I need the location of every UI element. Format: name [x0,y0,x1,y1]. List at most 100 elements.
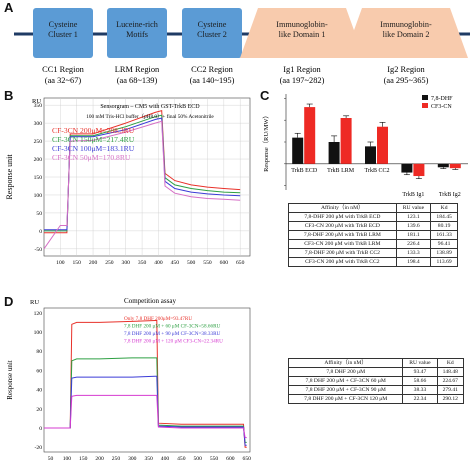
y-tick-label: 50 [36,211,42,217]
plot-area [43,307,251,453]
series-line-4 [44,394,247,439]
x-tick-label: 550 [203,260,212,266]
chart-subtitle: 100 mM Tris-HCl buffer（pH8.0）+ final 50%… [86,113,214,120]
x-tick-label: 400 [161,456,170,462]
table-cell: CF3-CN 200 μM with TrkB CC2 [288,257,397,267]
category-label: TrkB CC2 [365,168,390,174]
panel-c-affinity-table: Affinity（in nM） RU value Kd 7,8-DHF 200 … [288,203,458,267]
y-tick-label: 100 [34,193,43,199]
table-cell: 38.33 [402,385,438,395]
category-label: TrkB Ig2 [439,192,461,198]
region-label: CC1 Region [42,65,84,74]
legend-entry: 7,8 DHF 200 μM + 120 μM CF3-CN=22.34RU [124,339,223,345]
legend-entry: CF-3CN 100μM=183.1RU [52,144,135,153]
legend-entry: CF3-CN [431,104,452,110]
bar-cf3cn-trkb-ecd [304,107,316,164]
table-row: CF3-CN 200 μM with TrkB CC2 198.4 113.69 [288,257,458,267]
chart-title: Competition assay [124,297,176,305]
y-tick-label: -20 [35,445,43,451]
series-line-1 [44,320,247,448]
chart-title: Sensorgram – CM5 with GST-TrkB ECD [100,104,200,110]
table-cell: 93.47 [402,367,438,377]
legend-entry: 7,8 DHF 200 μM + 90 μM CF-3CN=38.33RU [124,331,221,337]
x-tick-label: 200 [89,260,98,266]
domain-box [182,8,242,58]
panel-c-bar-chart: Response（RU/MW） TrkB ECD TrkB LRM TrkB CC2 T… [262,94,468,198]
table-row: 7,8 DHF 200 μM + CF-3CN 120 μM 22.34 290.1… [287,394,465,404]
table-cell: 7,8 DHF 200 μM + CF-3CN 60 μM [287,376,404,386]
domain-box [33,8,93,58]
region-label: CC2 Region [191,65,233,74]
series-line-3 [44,375,247,446]
table-cell: 7,8-DHF 200 μM with TrkB ECD [288,212,397,222]
table-cell: CF3-CN 200 μM with TrkB LRM [288,239,397,249]
region-range: (aa 140~195) [190,76,235,85]
y-unit-label: RU [32,98,41,105]
legend-entry: CF-3CN 50μM=170.8RU [52,153,131,162]
table-cell: 22.34 [402,394,438,404]
domain-2: Luceine-rich Motifs [107,8,167,58]
panel-b-sensorgram: 100 150 200 250 300 350 400 450 500 550 600 650 -50 0… [5,97,251,266]
y-axis-label: Response unit [5,154,14,200]
legend-swatch [422,103,428,108]
table-row: 7,8 DHF 200 μM 93.47 148.48 [287,367,465,377]
table-row: CF3-CN 200 μM with TrkB LRM 226.4 96.41 [288,239,458,249]
bar-cf3cn-trkb-cc2 [377,126,388,164]
bar-78dhf-trkb-ig1 [401,163,413,173]
region-range: (aa 68~139) [117,76,158,85]
table-cell: 7,8 DHF 200 μM + CF-3CN 120 μM [287,394,404,404]
x-tick-label: 500 [193,456,202,462]
x-tick-label: 300 [122,260,131,266]
bar-78dhf-trkb-cc2 [365,146,376,164]
x-tick-label: 350 [138,260,147,266]
panel-d-affinity-table: Affinity（in nM） RU value Kd 7,8 DHF 200 … [287,358,465,404]
domain-name: Immunoglobin-like Domain 1 [276,20,328,39]
table-header: Kd [430,203,458,213]
x-tick-label: 100 [56,260,65,266]
panel-label-b: B [4,88,14,103]
y-tick-label: 0 [39,229,42,235]
region-label: LRM Region [115,65,160,74]
domain-trapezoid [240,8,364,58]
domain-name: Immunoglobin-like Domain 2 [380,20,432,39]
domain-name: Luceine-rich Motifs [116,20,158,39]
x-tick-label: 600 [220,260,229,266]
table-cell: 139.6 [395,221,432,231]
region-range: (aa 32~67) [45,76,82,85]
table-row: 7,8 DHF 200 μM + CF-3CN 60 μM 58.66 224.67 [287,376,465,386]
table-row: CF3-CN 200 μM with TrkB ECD 139.6 80.19 [288,221,458,231]
bar-cf3cn-trkb-ig2 [449,163,461,169]
bar-78dhf-trkb-lrm [328,142,340,164]
table-cell: 184.45 [430,212,458,222]
panel-label-c: C [260,88,270,103]
x-tick-label: 450 [177,456,186,462]
table-cell: 279.41 [436,385,465,395]
table-cell: 7,8-DHF 200 μM with TrkB LRM [288,230,397,240]
domain-name: Cysteine Cluster 2 [197,20,227,39]
y-tick-label: -50 [35,247,43,253]
domain-1: Cysteine Cluster 1 [33,8,93,58]
table-cell: 181.1 [395,230,432,240]
region-label: Ig1 Region [283,65,321,74]
domain-name: Cysteine Cluster 1 [48,20,78,39]
x-tick-label: 350 [144,456,153,462]
y-tick-label: 200 [34,157,43,163]
table-cell: 113.69 [430,257,458,267]
table-header: Affinity（in nM） [287,358,404,368]
table-cell: 96.41 [430,239,458,249]
legend-entry: Only 7,8 DHF 200μM=93.47RU [124,316,192,322]
x-tick-label: 650 [243,456,252,462]
panel-d-competition-assay: 50 100 150 200 250 300 350 400 450 500 550 600 650-2… [6,297,252,462]
table-cell: 226.4 [395,239,432,249]
panel-label-a: A [4,0,14,15]
x-tick-label: 500 [187,260,196,266]
x-tick-label: 50 [48,456,54,462]
table-cell: 290.12 [436,394,465,404]
domain-4: Immunoglobin-like Domain 1 [240,8,364,58]
legend-entry: CF-3CN 200μM=288.3RU [52,126,135,135]
y-axis-label: Response（RU/MW） [262,112,270,172]
bar-cf3cn-trkb-ig1 [413,163,425,177]
y-tick-label: 40 [36,388,42,394]
table-cell: 133.3 [395,248,432,258]
category-label: TrkB Ig1 [402,192,424,198]
